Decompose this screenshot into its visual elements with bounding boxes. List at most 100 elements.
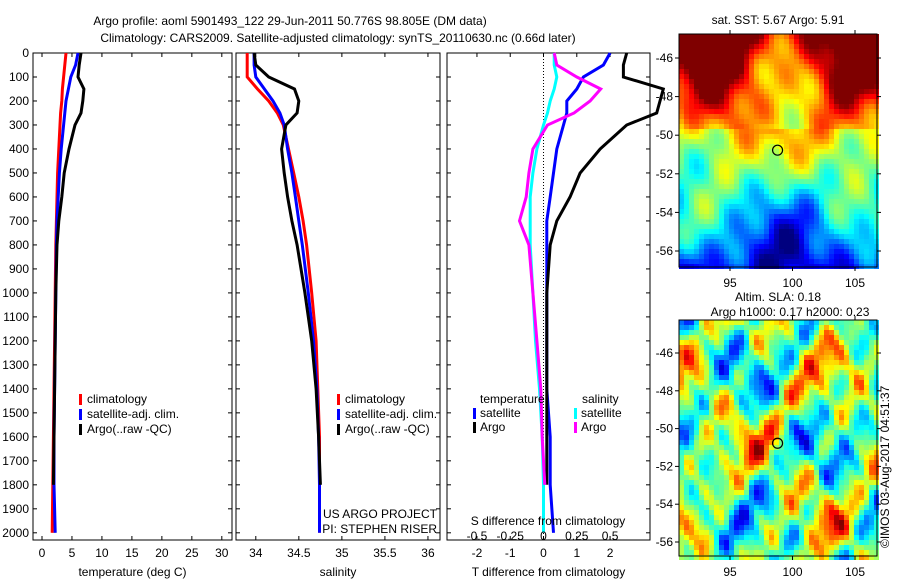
map-cell: [849, 184, 854, 189]
map-cell: [799, 435, 804, 440]
map-cell: [714, 74, 719, 79]
map-cell: [764, 139, 769, 144]
map-cell: [849, 325, 854, 330]
map-cell: [804, 234, 809, 239]
map-cell: [799, 229, 804, 234]
map-cell: [739, 475, 744, 480]
map-cell: [749, 204, 754, 209]
map-cell: [809, 495, 814, 500]
map-cell: [739, 64, 744, 69]
map-cell: [679, 234, 684, 239]
map-cell: [794, 99, 799, 104]
map-cell: [829, 480, 834, 485]
map-cell: [869, 39, 874, 44]
map-cell: [684, 214, 689, 219]
map-cell: [779, 405, 784, 410]
map-cell: [779, 109, 784, 114]
map-cell: [829, 520, 834, 525]
map-cell: [729, 525, 734, 530]
map-cell: [754, 435, 759, 440]
map-cell: [694, 500, 699, 505]
map-cell: [824, 94, 829, 99]
map-cell: [754, 535, 759, 540]
map-cell: [719, 114, 724, 119]
map-cell: [724, 335, 729, 340]
map-cell: [819, 375, 824, 380]
map-cell: [729, 415, 734, 420]
map-cell: [869, 495, 874, 500]
map-cell: [694, 144, 699, 149]
map-cell: [749, 545, 754, 550]
map-cell: [834, 119, 839, 124]
map-cell: [684, 490, 689, 495]
map-frame: [678, 33, 878, 268]
map-cell: [719, 360, 724, 365]
map-cell: [729, 149, 734, 154]
map-cell: [799, 54, 804, 59]
map-cell: [709, 425, 714, 430]
map-cell: [774, 325, 779, 330]
map-cell: [849, 380, 854, 385]
map-cell: [844, 249, 849, 254]
map-cell: [744, 249, 749, 254]
map-cell: [724, 44, 729, 49]
map-cell: [849, 420, 854, 425]
map-cell: [739, 204, 744, 209]
map-cell: [784, 99, 789, 104]
map-cell: [809, 420, 814, 425]
map-cell: [694, 119, 699, 124]
map-cell: [869, 405, 874, 410]
map-cell: [829, 515, 834, 520]
map-cell: [824, 234, 829, 239]
legend-swatch: [473, 408, 476, 419]
map-cell: [764, 244, 769, 249]
map-cell: [789, 490, 794, 495]
map-cell: [809, 259, 814, 264]
map-cell: [804, 154, 809, 159]
map-cell: [694, 450, 699, 455]
map-cell: [684, 34, 689, 39]
map-cell: [704, 39, 709, 44]
map-cell: [844, 239, 849, 244]
map-cell: [679, 109, 684, 114]
map-cell: [854, 360, 859, 365]
map-cell: [734, 375, 739, 380]
map-cell: [709, 229, 714, 234]
map-cell: [794, 505, 799, 510]
map-cell: [794, 54, 799, 59]
map-cell: [754, 470, 759, 475]
map-cell: [754, 199, 759, 204]
map-cell: [779, 400, 784, 405]
map-cell: [734, 330, 739, 335]
map-cell: [799, 410, 804, 415]
map-cell: [829, 430, 834, 435]
map-cell: [704, 455, 709, 460]
map-cell: [709, 179, 714, 184]
lat-tick-label: -56: [656, 535, 674, 549]
map-cell: [809, 470, 814, 475]
map-cell: [864, 204, 869, 209]
map-cell: [849, 154, 854, 159]
map-cell: [744, 54, 749, 59]
map-cell: [774, 495, 779, 500]
map-cell: [834, 505, 839, 510]
map-cell: [864, 380, 869, 385]
map-cell: [789, 340, 794, 345]
map-cell: [734, 435, 739, 440]
map-cell: [689, 144, 694, 149]
map-cell: [739, 69, 744, 74]
map-cell: [789, 550, 794, 555]
map-cell: [679, 425, 684, 430]
map-cell: [699, 54, 704, 59]
map-cell: [769, 159, 774, 164]
map-cell: [834, 194, 839, 199]
map-cell: [749, 465, 754, 470]
map-cell: [869, 254, 874, 259]
map-cell: [849, 234, 854, 239]
map-cell: [734, 350, 739, 355]
map-cell: [729, 224, 734, 229]
map-cell: [784, 89, 789, 94]
map-cell: [814, 124, 819, 129]
map-cell: [764, 465, 769, 470]
map-cell: [699, 525, 704, 530]
